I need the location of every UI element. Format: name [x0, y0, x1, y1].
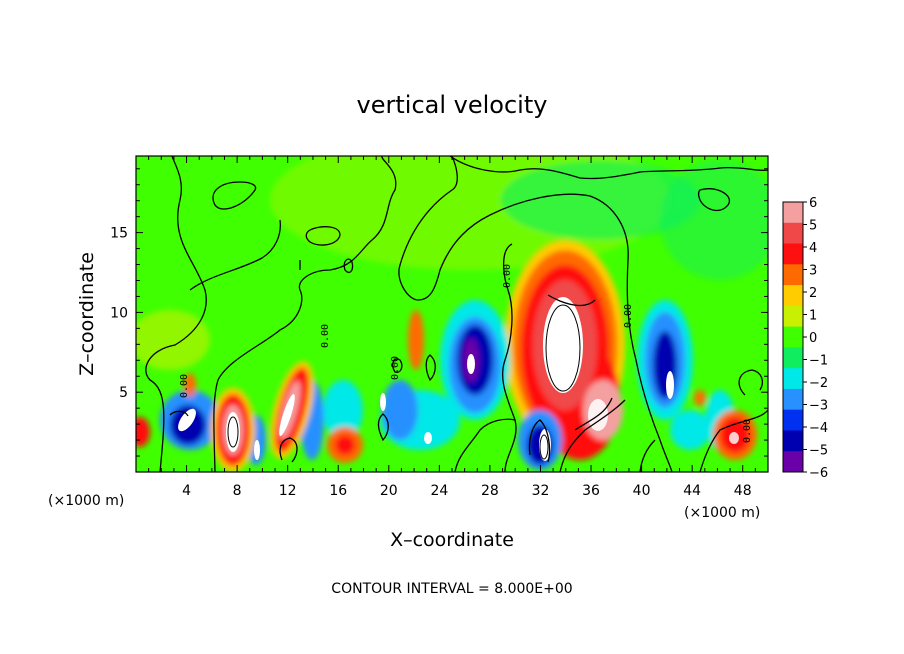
colorbar-label: −2 — [809, 376, 828, 391]
colorbar-label: 6 — [809, 196, 817, 211]
y-tick-label: 10 — [110, 305, 128, 321]
contour-label: 0.00 — [502, 264, 513, 288]
contour-label: 0.00 — [390, 356, 401, 380]
colorbar-swatch — [783, 222, 803, 245]
x-tick-label: 48 — [734, 483, 752, 499]
colorbar-swatch — [783, 347, 803, 369]
colorbar-label: 2 — [809, 286, 817, 301]
velocity-field — [136, 156, 768, 472]
colorbar-label: 4 — [809, 241, 817, 256]
colorbar-label: −3 — [809, 399, 828, 414]
colorbar-swatch — [783, 388, 803, 411]
colorbar-label: 3 — [809, 264, 817, 279]
x-tick-label: 36 — [582, 483, 600, 499]
colorbar-label: 5 — [809, 219, 817, 234]
x-tick-labels: 4 8 12 16 20 24 28 32 36 40 44 48 — [182, 483, 752, 499]
plot-area: 0.00 0.00 0.00 0.00 0.00 0.00 — [136, 156, 768, 472]
y-axis-label: Z–coordinate — [76, 252, 98, 376]
colorbar-swatch — [783, 451, 803, 473]
x-tick-label: 28 — [481, 483, 499, 499]
contour-label: 0.00 — [179, 374, 190, 398]
colorbar-swatch — [783, 264, 803, 286]
colorbar-label: 1 — [809, 309, 817, 324]
contour-labels: 0.00 0.00 0.00 0.00 0.00 0.00 — [179, 264, 753, 443]
y-tick-label: 5 — [119, 385, 128, 401]
colorbar-label: −5 — [809, 444, 828, 459]
x-tick-label: 44 — [683, 483, 701, 499]
colorbar-label: 0 — [809, 331, 817, 346]
contour-interval-note: CONTOUR INTERVAL = 8.000E+00 — [331, 581, 572, 597]
colorbar-label: −1 — [809, 354, 828, 369]
colorbar-swatch — [783, 202, 803, 224]
contour-core-lines — [227, 304, 581, 460]
colorbar-swatch — [783, 285, 803, 307]
x-tick-label: 16 — [329, 483, 347, 499]
colorbar-swatch — [783, 326, 803, 348]
colorbar-swatch — [783, 368, 803, 390]
y-tick-labels: 5 10 15 — [110, 226, 128, 402]
x-unit-label-right: (×1000 m) — [684, 505, 760, 521]
x-tick-label: 12 — [279, 483, 297, 499]
x-tick-label: 20 — [380, 483, 398, 499]
x-unit-label-left: (×1000 m) — [48, 493, 124, 509]
x-tick-label: 32 — [532, 483, 550, 499]
colorbar-swatch — [783, 243, 803, 265]
colorbar-swatch — [783, 409, 803, 431]
chart-title: vertical velocity — [357, 91, 548, 119]
x-tick-label: 40 — [633, 483, 651, 499]
colorbar-label: −6 — [809, 466, 828, 481]
colorbar: 6 5 4 3 2 1 0 −1 −2 −3 −4 −5 −6 — [782, 196, 828, 481]
colorbar-swatch — [783, 305, 803, 328]
x-tick-label: 4 — [182, 483, 191, 499]
contour-label: 0.00 — [742, 419, 753, 443]
colorbar-label: −4 — [809, 421, 828, 436]
axis-ticks — [136, 156, 768, 472]
contour-label: 0.00 — [320, 324, 331, 348]
contours — [145, 156, 768, 472]
colorbar-swatch — [783, 430, 803, 452]
y-tick-label: 15 — [110, 226, 128, 242]
saturated-cores — [178, 297, 739, 461]
x-tick-label: 24 — [430, 483, 448, 499]
x-axis-label: X–coordinate — [390, 529, 514, 551]
x-tick-label: 8 — [233, 483, 242, 499]
contour-label: 0.00 — [623, 304, 634, 328]
